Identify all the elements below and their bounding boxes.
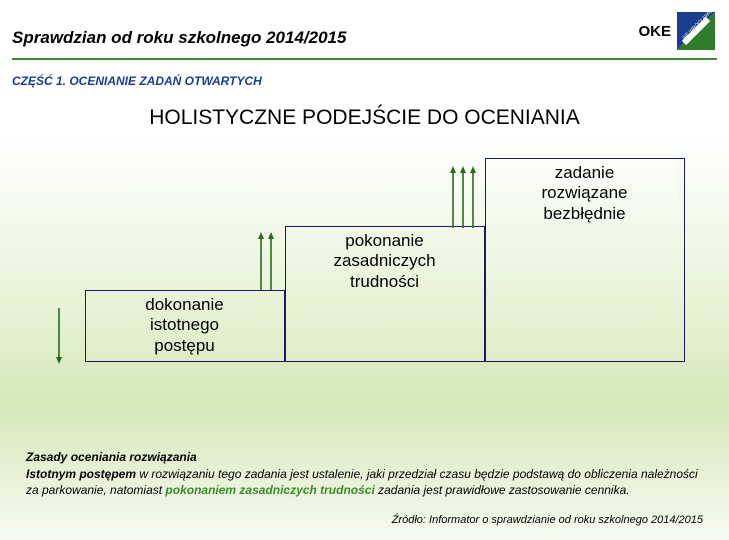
logo-icon: WE WROCŁAWIU <box>675 10 717 52</box>
page-title: Sprawdzian od roku szkolnego 2014/2015 <box>12 10 346 48</box>
arrow-group-3 <box>449 166 485 230</box>
step-label: zadanie rozwiązane bezbłędnie <box>542 159 628 224</box>
footer-line2-bold: Istotnym postępem <box>26 467 136 481</box>
footer-notes: Zasady oceniania rozwiązania Istotnym po… <box>26 449 703 498</box>
divider <box>12 58 717 60</box>
section-subtitle: CZĘŚĆ 1. OCENIANIE ZADAŃ OTWARTYCH <box>12 74 717 88</box>
arrow-group-2 <box>257 232 283 292</box>
logo: OKE WE WROCŁAWIU <box>638 10 717 52</box>
step-diagram: dokonanie istotnego postępu pokonanie zas… <box>45 158 685 368</box>
step-box-3: zadanie rozwiązane bezbłędnie <box>485 158 685 362</box>
arrow-group-1 <box>55 308 71 366</box>
source-citation: Źródło: Informator o sprawdzianie od rok… <box>392 514 703 526</box>
footer-line2-green: pokonaniem zasadniczych trudności <box>165 483 374 497</box>
step-box-2: pokonanie zasadniczych trudności <box>285 226 485 362</box>
section-heading: HOLISTYCZNE PODEJŚCIE DO OCENIANIA <box>0 106 729 130</box>
step-box-1: dokonanie istotnego postępu <box>85 290 285 362</box>
footer-lead: Zasady oceniania rozwiązania <box>26 450 197 464</box>
logo-text: OKE <box>638 23 671 40</box>
step-label: pokonanie zasadniczych trudności <box>333 227 435 292</box>
footer-line2-tail: zadania jest prawidłowe zastosowanie cen… <box>375 483 630 497</box>
step-label: dokonanie istotnego postępu <box>145 291 223 356</box>
